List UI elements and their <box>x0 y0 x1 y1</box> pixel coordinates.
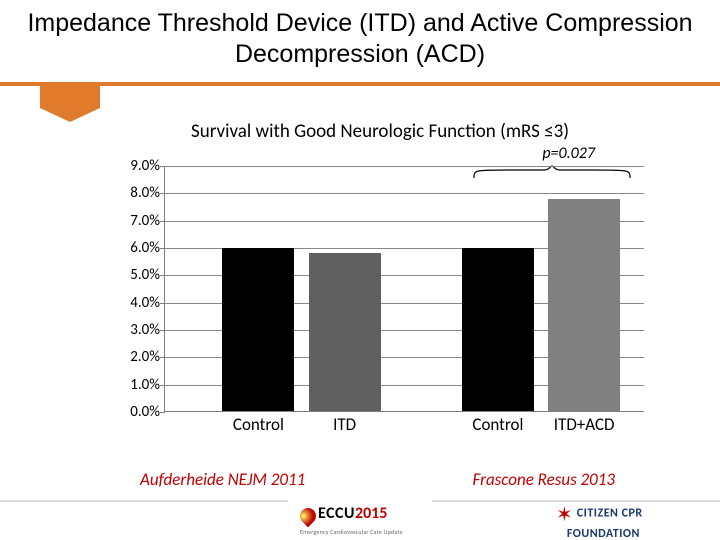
plot: 0.0%1.0%2.0%3.0%4.0%5.0%6.0%7.0%8.0%9.0%… <box>110 166 650 436</box>
y-tick-label: 3.0% <box>110 321 160 339</box>
eccu-logo-year: 2015 <box>355 504 387 523</box>
title-underline <box>0 82 720 86</box>
source-citation-left: Aufderheide NEJM 2011 <box>140 469 305 490</box>
x-tick-label: ITD+ACD <box>554 414 615 435</box>
y-tick-label: 5.0% <box>110 266 160 284</box>
x-tick-label: Control <box>233 414 284 435</box>
bar <box>222 248 294 411</box>
citizen-cpr-logo: ✶CITIZEN CPR FOUNDATION Helping citizens… <box>556 502 706 534</box>
y-tick-label: 4.0% <box>110 294 160 312</box>
plot-inner: ControlITDControlITD+ACD <box>164 166 644 412</box>
y-tick-mark <box>160 412 165 413</box>
heart-icon <box>297 504 320 527</box>
y-tick-label: 1.0% <box>110 376 160 394</box>
p-value-label: p=0.027 <box>542 144 595 163</box>
cpr-logo-line1: CITIZEN CPR <box>577 506 643 520</box>
bar <box>309 253 381 411</box>
bar <box>548 199 620 411</box>
x-tick-label: ITD <box>333 414 356 435</box>
x-tick-label: Control <box>472 414 523 435</box>
y-tick-label: 9.0% <box>110 157 160 175</box>
y-tick-label: 2.0% <box>110 348 160 366</box>
y-tick-label: 0.0% <box>110 403 160 421</box>
title-tab <box>40 86 100 108</box>
chart-area: Survival with Good Neurologic Function (… <box>110 120 650 480</box>
chart-title: Survival with Good Neurologic Function (… <box>110 120 650 143</box>
y-tick-label: 8.0% <box>110 184 160 202</box>
eccu-logo-tagline: Emergency Cardiovascular Care Update <box>300 528 403 536</box>
title-band: Impedance Threshold Device (ITD) and Act… <box>0 0 720 82</box>
gridline <box>165 166 644 167</box>
cpr-logo-line2: FOUNDATION <box>567 527 640 540</box>
y-tick-label: 6.0% <box>110 239 160 257</box>
gridline <box>165 193 644 194</box>
bar <box>462 248 534 411</box>
source-citation-right: Frascone Resus 2013 <box>473 469 615 490</box>
eccu-logo: ECCU2015 Emergency Cardiovascular Care U… <box>300 504 420 532</box>
slide-title: Impedance Threshold Device (ITD) and Act… <box>18 8 702 69</box>
star-icon: ✶ <box>556 502 573 527</box>
eccu-logo-text: ECCU <box>318 504 355 523</box>
y-tick-label: 7.0% <box>110 212 160 230</box>
